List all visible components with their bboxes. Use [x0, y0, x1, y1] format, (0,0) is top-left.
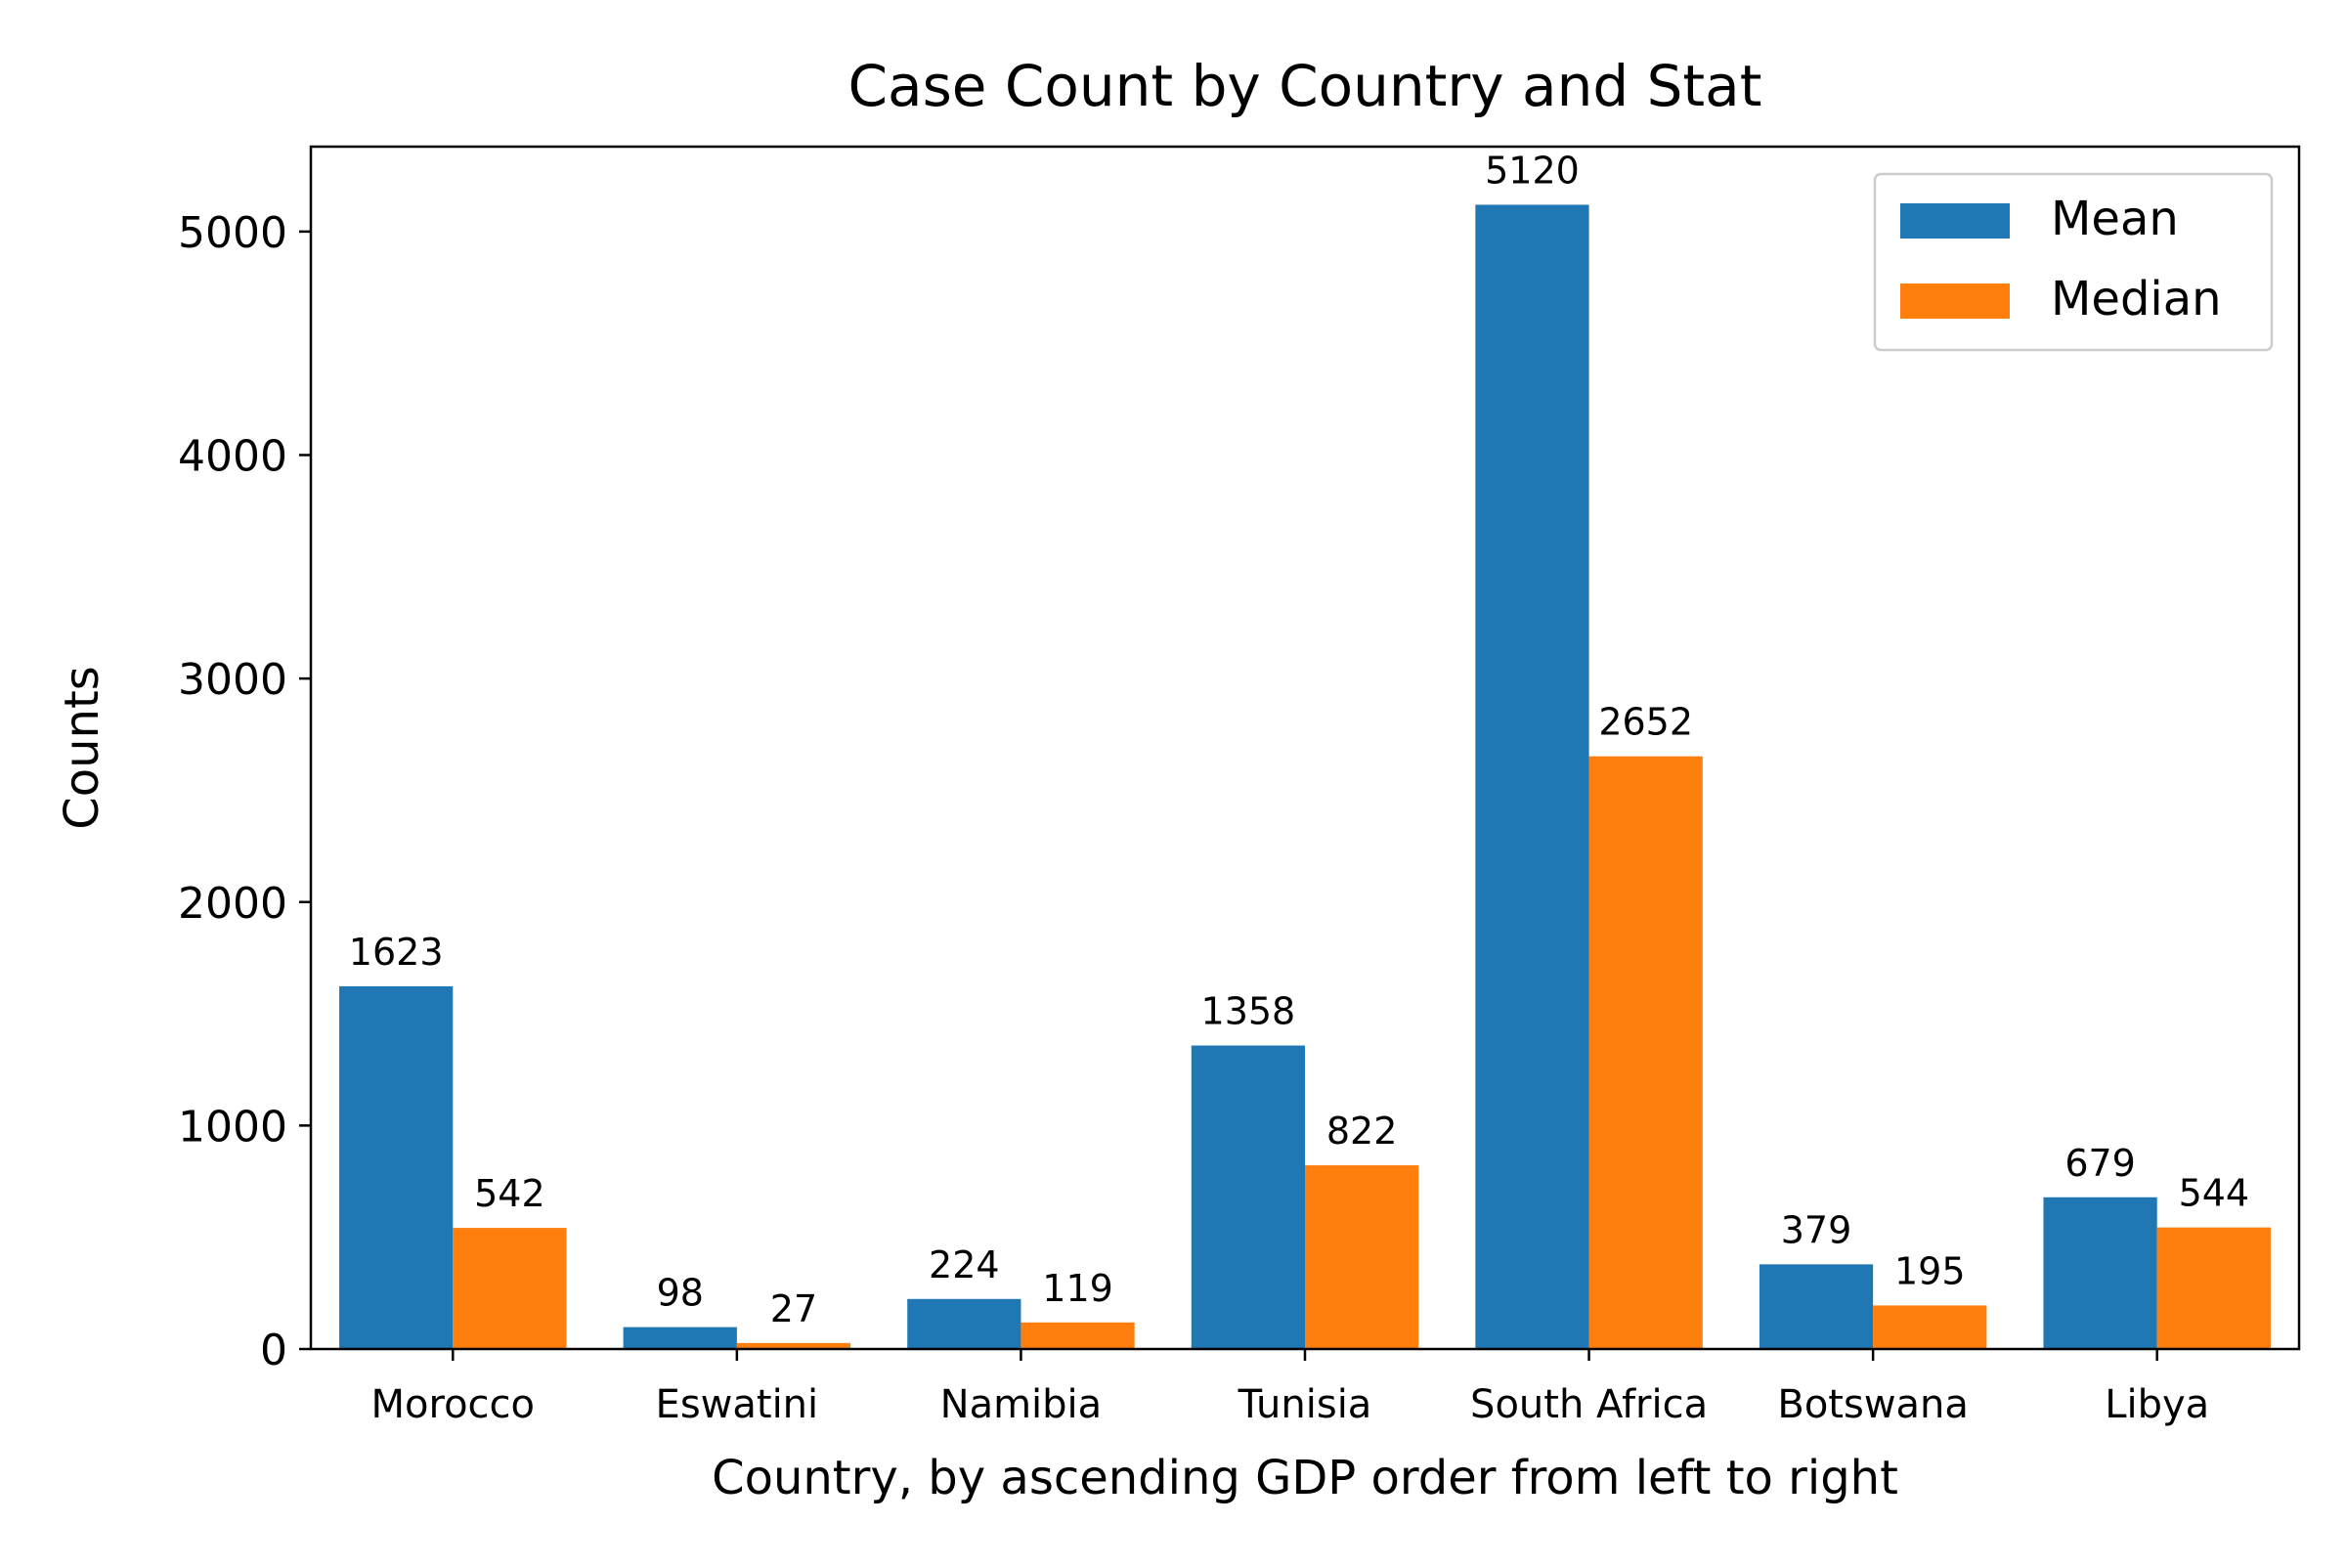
legend-label-mean: Mean — [2051, 192, 2179, 246]
data-label-mean: 379 — [1781, 1208, 1852, 1251]
data-label-mean: 1623 — [349, 931, 444, 974]
plot-frame — [309, 145, 2301, 1351]
data-label-median: 544 — [2179, 1172, 2250, 1215]
legend-swatch-mean — [1900, 203, 2010, 239]
data-label-mean: 679 — [2064, 1142, 2136, 1185]
x-tick-label: Morocco — [371, 1382, 535, 1427]
data-label-median: 822 — [1326, 1110, 1398, 1153]
data-label-median: 542 — [474, 1172, 545, 1215]
bar-mean — [2043, 1197, 2157, 1349]
bars-layer — [339, 204, 2271, 1349]
x-axis: Morocco Eswatini Namibia Tunisia South Afric… — [371, 1349, 2209, 1427]
data-label-mean: 1358 — [1201, 990, 1296, 1033]
data-label-median: 119 — [1042, 1267, 1113, 1310]
y-tick-label: 5000 — [178, 208, 287, 258]
bar-median — [2156, 1227, 2271, 1349]
bar-mean — [1475, 204, 1589, 1349]
bar-median — [736, 1342, 851, 1349]
x-tick-label: Namibia — [940, 1382, 1103, 1427]
legend: Mean Median — [1873, 172, 2274, 352]
y-axis: 0 1000 2000 3000 4000 5000 — [178, 208, 311, 1375]
data-label-mean: 5120 — [1485, 149, 1580, 192]
data-label-median: 27 — [770, 1287, 817, 1330]
data-label-mean: 224 — [929, 1243, 1000, 1286]
data-label-median: 195 — [1894, 1249, 1966, 1292]
y-tick-label: 4000 — [178, 432, 287, 482]
chart-title: Case Count by Country and Stat — [848, 53, 1762, 119]
bar-mean — [623, 1327, 737, 1349]
bar-mean — [907, 1298, 1021, 1349]
x-tick-label: Eswatini — [656, 1382, 819, 1427]
bar-median — [1873, 1305, 1987, 1349]
y-tick-label: 1000 — [178, 1102, 287, 1152]
x-axis-label: Country, by ascending GDP order from lef… — [712, 1451, 1898, 1505]
y-tick-label: 0 — [260, 1326, 287, 1375]
bar-median — [1021, 1322, 1135, 1349]
y-tick-label: 3000 — [178, 655, 287, 705]
x-tick-label: South Africa — [1470, 1382, 1708, 1427]
y-tick-label: 2000 — [178, 879, 287, 929]
bar-median — [1305, 1165, 1419, 1349]
x-tick-label: Libya — [2105, 1382, 2209, 1427]
x-tick-label: Tunisia — [1238, 1382, 1372, 1427]
bar-mean — [339, 985, 454, 1349]
legend-swatch-median — [1900, 283, 2010, 319]
y-axis-label: Counts — [55, 666, 109, 830]
bar-mean — [1191, 1045, 1305, 1349]
data-labels-layer: 1623 98 224 1358 5120 379 679 542 27 119 822 2652 19… — [349, 149, 2249, 1329]
bar-median — [1588, 756, 1703, 1349]
bar-median — [453, 1228, 567, 1349]
data-label-mean: 98 — [657, 1272, 704, 1315]
bar-mean — [1759, 1264, 1874, 1349]
x-tick-label: Botswana — [1777, 1382, 1969, 1427]
data-label-median: 2652 — [1598, 701, 1693, 744]
legend-label-median: Median — [2051, 272, 2222, 327]
